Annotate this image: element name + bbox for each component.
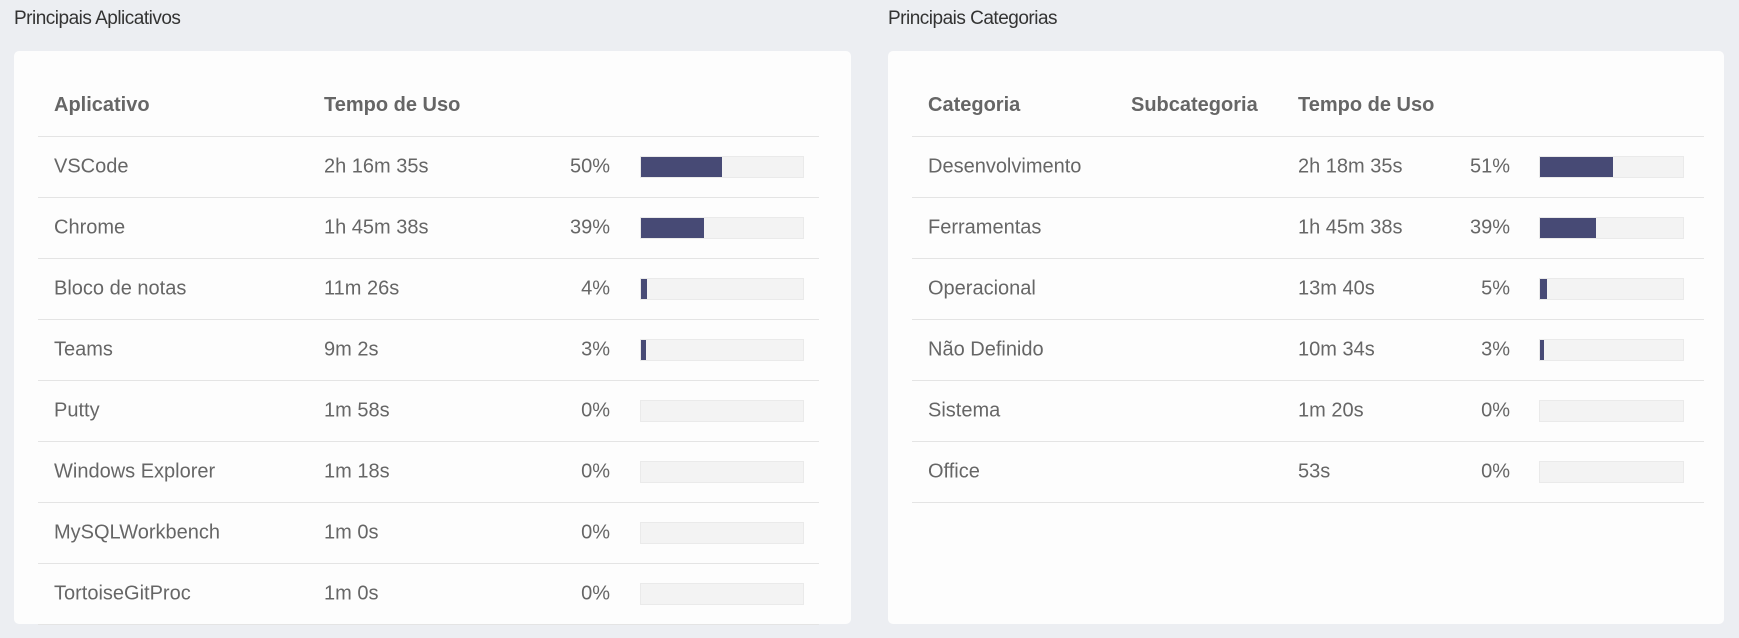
row-separator	[912, 441, 1704, 442]
row-percent: 50%	[569, 155, 610, 177]
row-percent: 3%	[581, 338, 610, 360]
row-percent: 39%	[569, 216, 610, 238]
column-header: Categoria	[928, 94, 1021, 116]
row-name: Teams	[54, 338, 113, 360]
column-header: Aplicativo	[54, 94, 150, 116]
row-separator	[912, 319, 1704, 320]
row-percent: 4%	[581, 277, 610, 299]
row-name: Sistema	[928, 399, 1001, 421]
bar-track	[1539, 155, 1684, 178]
row-percent: 0%	[581, 399, 610, 421]
row-name: Operacional	[928, 277, 1036, 299]
row-time: 10m 34s	[1298, 338, 1375, 360]
row-percent: 51%	[1469, 155, 1510, 177]
row-separator	[38, 441, 819, 442]
row-separator	[38, 136, 819, 137]
bar-track	[640, 399, 804, 422]
row-separator	[38, 197, 819, 198]
bar	[641, 217, 705, 238]
bar-track	[640, 155, 804, 178]
panel-title: Principais Categorias	[888, 8, 1058, 29]
bar	[1540, 217, 1596, 238]
categories-card: Categoria Subcategoria Tempo de Uso Dese…	[888, 51, 1724, 624]
row-separator	[912, 258, 1704, 259]
row-separator	[38, 563, 819, 564]
row-separator	[912, 380, 1704, 381]
column-header: Tempo de Uso	[324, 94, 461, 116]
bar-track	[1539, 277, 1684, 300]
bar-track	[1539, 338, 1684, 361]
row-separator	[38, 380, 819, 381]
row-separator	[912, 502, 1704, 503]
row-separator	[912, 197, 1704, 198]
bar-track	[1539, 216, 1684, 239]
bar	[1540, 278, 1548, 299]
bar-track	[1539, 399, 1684, 422]
bar	[641, 156, 722, 177]
row-separator	[38, 319, 819, 320]
bar-track	[640, 521, 804, 544]
row-time: 1m 58s	[324, 399, 390, 421]
row-time: 1h 45m 38s	[324, 216, 429, 238]
row-time: 53s	[1298, 460, 1331, 482]
row-name: Desenvolvimento	[928, 155, 1082, 177]
bar-track	[640, 277, 804, 300]
row-separator	[38, 258, 819, 259]
row-percent: 39%	[1469, 216, 1510, 238]
bar-track	[640, 216, 804, 239]
row-separator	[38, 624, 819, 625]
column-header: Tempo de Uso	[1298, 94, 1435, 116]
panel-title: Principais Aplicativos	[14, 8, 181, 29]
row-separator	[912, 136, 1704, 137]
row-time: 13m 40s	[1298, 277, 1375, 299]
row-percent: 0%	[1481, 399, 1510, 421]
row-percent: 3%	[1481, 338, 1510, 360]
row-percent: 0%	[581, 460, 610, 482]
row-time: 1m 18s	[324, 460, 390, 482]
row-time: 11m 26s	[324, 277, 400, 299]
column-header: Subcategoria	[1131, 94, 1258, 116]
row-percent: 0%	[581, 521, 610, 543]
row-name: Windows Explorer	[54, 460, 216, 482]
row-percent: 0%	[581, 582, 610, 604]
apps-card: Aplicativo Tempo de Uso VSCode 2h 16m 35s…	[14, 51, 851, 625]
row-time: 2h 18m 35s	[1298, 155, 1403, 177]
row-name: Ferramentas	[928, 216, 1042, 238]
row-separator	[38, 502, 819, 503]
row-percent: 5%	[1481, 277, 1510, 299]
row-name: Bloco de notas	[54, 277, 187, 299]
row-percent: 0%	[1481, 460, 1510, 482]
row-name: TortoiseGitProc	[54, 582, 191, 604]
row-name: Não Definido	[928, 338, 1044, 360]
bar-track	[640, 582, 804, 605]
row-name: VSCode	[54, 155, 129, 177]
row-name: Chrome	[54, 216, 126, 238]
row-time: 2h 16m 35s	[324, 155, 429, 177]
row-time: 9m 2s	[324, 338, 379, 360]
bar	[641, 339, 646, 360]
bar-track	[1539, 460, 1684, 483]
bar	[1540, 156, 1613, 177]
row-name: Putty	[54, 399, 100, 421]
bar	[1540, 339, 1545, 360]
row-name: MySQLWorkbench	[54, 521, 220, 543]
bar-track	[640, 460, 804, 483]
bar	[641, 278, 648, 299]
row-time: 1m 20s	[1298, 399, 1364, 421]
row-time: 1m 0s	[324, 521, 379, 543]
row-time: 1m 0s	[324, 582, 379, 604]
row-time: 1h 45m 38s	[1298, 216, 1403, 238]
row-name: Office	[928, 460, 980, 482]
bar-track	[640, 338, 804, 361]
